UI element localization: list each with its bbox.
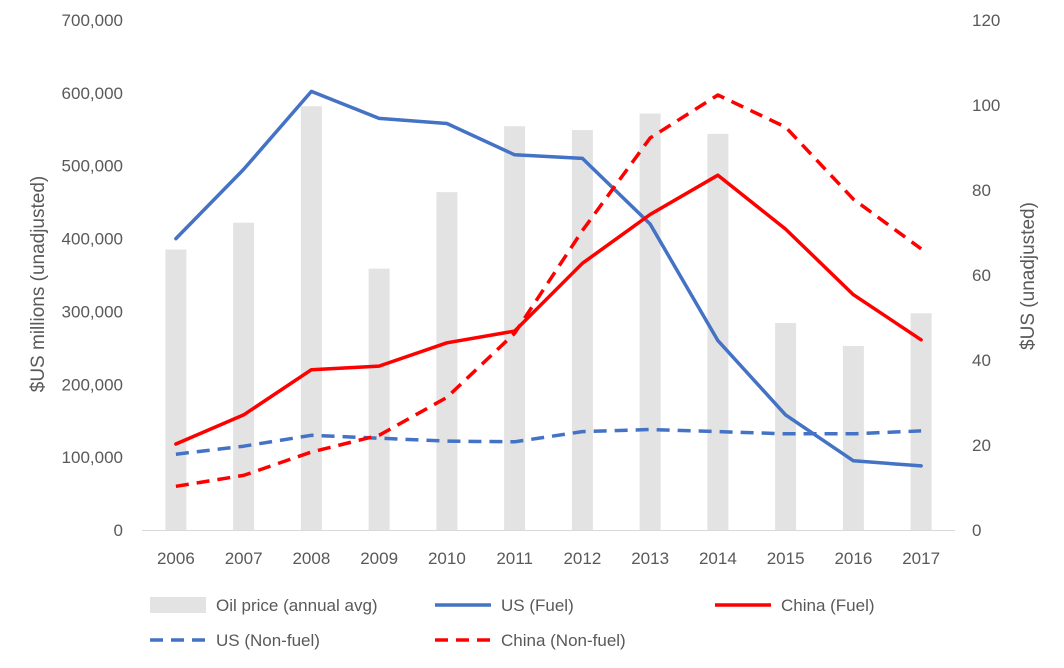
left-tick-label: 0 — [114, 521, 123, 540]
oil-price-bar-2006 — [165, 249, 187, 530]
series-line-china-fuel — [174, 173, 923, 446]
x-tick-label: 2011 — [496, 549, 533, 568]
right-axis-title: $US (unadjusted) — [1018, 202, 1039, 350]
oil-price-bar-2014 — [707, 133, 729, 530]
left-tick-label: 100,000 — [62, 448, 123, 467]
left-tick-label: 600,000 — [62, 84, 123, 103]
legend-item-china-fuel: China (Fuel) — [715, 596, 875, 615]
legend-swatch — [150, 597, 206, 613]
left-tick-label: 400,000 — [62, 230, 123, 249]
x-tick-label: 2012 — [563, 549, 601, 568]
series-line-us-fuel — [174, 89, 923, 468]
oil-price-bar-2017 — [910, 313, 932, 530]
x-tick-label: 2006 — [157, 549, 195, 568]
left-tick-label: 500,000 — [62, 157, 123, 176]
oil-price-bar-2007 — [233, 222, 255, 530]
series-line-us-non-fuel — [175, 427, 922, 456]
oil-price-bar-2011 — [504, 126, 526, 530]
legend: Oil price (annual avg) US (Fuel) China (Fu… — [150, 596, 875, 650]
oil-price-bar-2008 — [300, 106, 322, 531]
x-tick-label: 2010 — [428, 549, 466, 568]
oil-price-bar-2009 — [368, 268, 390, 530]
left-tick-label: 300,000 — [62, 302, 123, 321]
right-tick-label: 80 — [972, 181, 991, 200]
x-tick-label: 2017 — [902, 549, 940, 568]
x-tick-label: 2014 — [699, 549, 737, 568]
x-tick-label: 2007 — [225, 549, 263, 568]
series-lines — [174, 89, 923, 489]
oil-price-bar-2015 — [775, 323, 797, 530]
legend-label: US (Non-fuel) — [216, 631, 320, 650]
x-tick-label: 2015 — [767, 549, 805, 568]
x-tick-label: 2016 — [834, 549, 872, 568]
legend-item-china-non-fuel: China (Non-fuel) — [435, 631, 626, 650]
oil-price-bar-2016 — [842, 345, 864, 530]
oil-price-bar-2010 — [436, 192, 458, 530]
right-tick-label: 40 — [972, 351, 991, 370]
right-tick-label: 60 — [972, 266, 991, 285]
right-tick-label: 0 — [972, 521, 981, 540]
right-tick-label: 100 — [972, 96, 1000, 115]
oil-price-bars — [165, 106, 932, 531]
left-tick-label: 700,000 — [62, 11, 123, 30]
legend-item-us-fuel: US (Fuel) — [435, 596, 574, 615]
x-tick-label: 2008 — [292, 549, 330, 568]
legend-label: China (Non-fuel) — [501, 631, 626, 650]
left-tick-label: 200,000 — [62, 375, 123, 394]
x-axis-ticks: 2006 2007 2008 2009 2010 2011 2012 2013 2014 2015… — [157, 549, 940, 568]
right-axis-ticks: 0 20 40 60 80 100 120 — [972, 11, 1000, 540]
oil-price-bar-2013 — [639, 113, 661, 530]
left-axis-title: $US millions (unadjusted) — [28, 176, 49, 393]
right-tick-label: 20 — [972, 436, 991, 455]
legend-label: China (Fuel) — [781, 596, 875, 615]
right-tick-label: 120 — [972, 11, 1000, 30]
legend-label: US (Fuel) — [501, 596, 574, 615]
series-line-china-non-fuel — [175, 93, 923, 489]
legend-label: Oil price (annual avg) — [216, 596, 378, 615]
x-tick-label: 2009 — [360, 549, 398, 568]
x-tick-label: 2013 — [631, 549, 669, 568]
legend-item-us-non-fuel: US (Non-fuel) — [150, 631, 320, 650]
left-axis-ticks: 0 100,000 200,000 300,000 400,000 500,000 600,… — [62, 11, 123, 540]
oil-price-bar-2012 — [571, 130, 593, 530]
legend-item-oil-price-annual-avg: Oil price (annual avg) — [150, 596, 378, 615]
